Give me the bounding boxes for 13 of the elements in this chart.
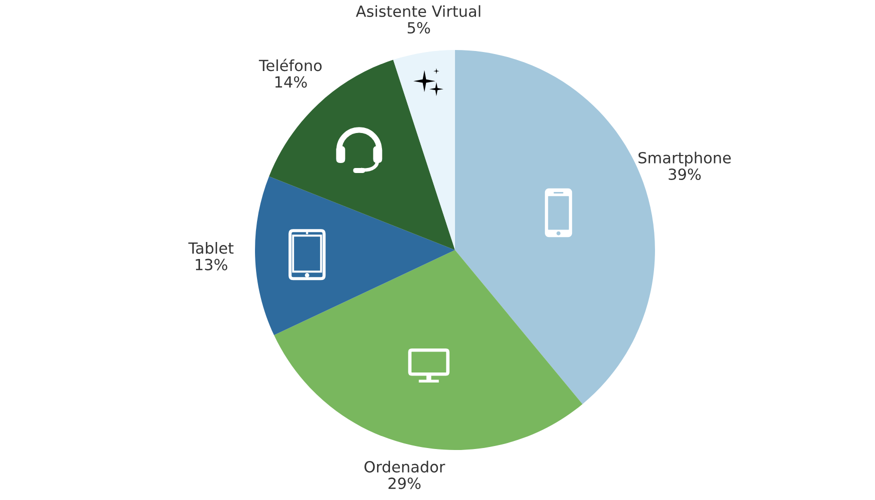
data-label: 13%	[196, 258, 228, 270]
pie-slice	[274, 250, 582, 450]
data-label: 5%	[408, 22, 430, 34]
slice-label: Tablet	[188, 242, 234, 254]
pie-slice	[393, 50, 455, 250]
slice-label: Asistente Virtual	[356, 5, 480, 18]
data-label: 39%	[668, 168, 701, 180]
data-label: 14%	[275, 76, 307, 88]
slice-label: Ordenador	[364, 460, 446, 473]
data-label: 29%	[388, 478, 421, 490]
slice-label: Smartphone	[638, 152, 731, 166]
pie-slice	[255, 176, 455, 336]
slice-label: Teléfono	[258, 58, 322, 72]
